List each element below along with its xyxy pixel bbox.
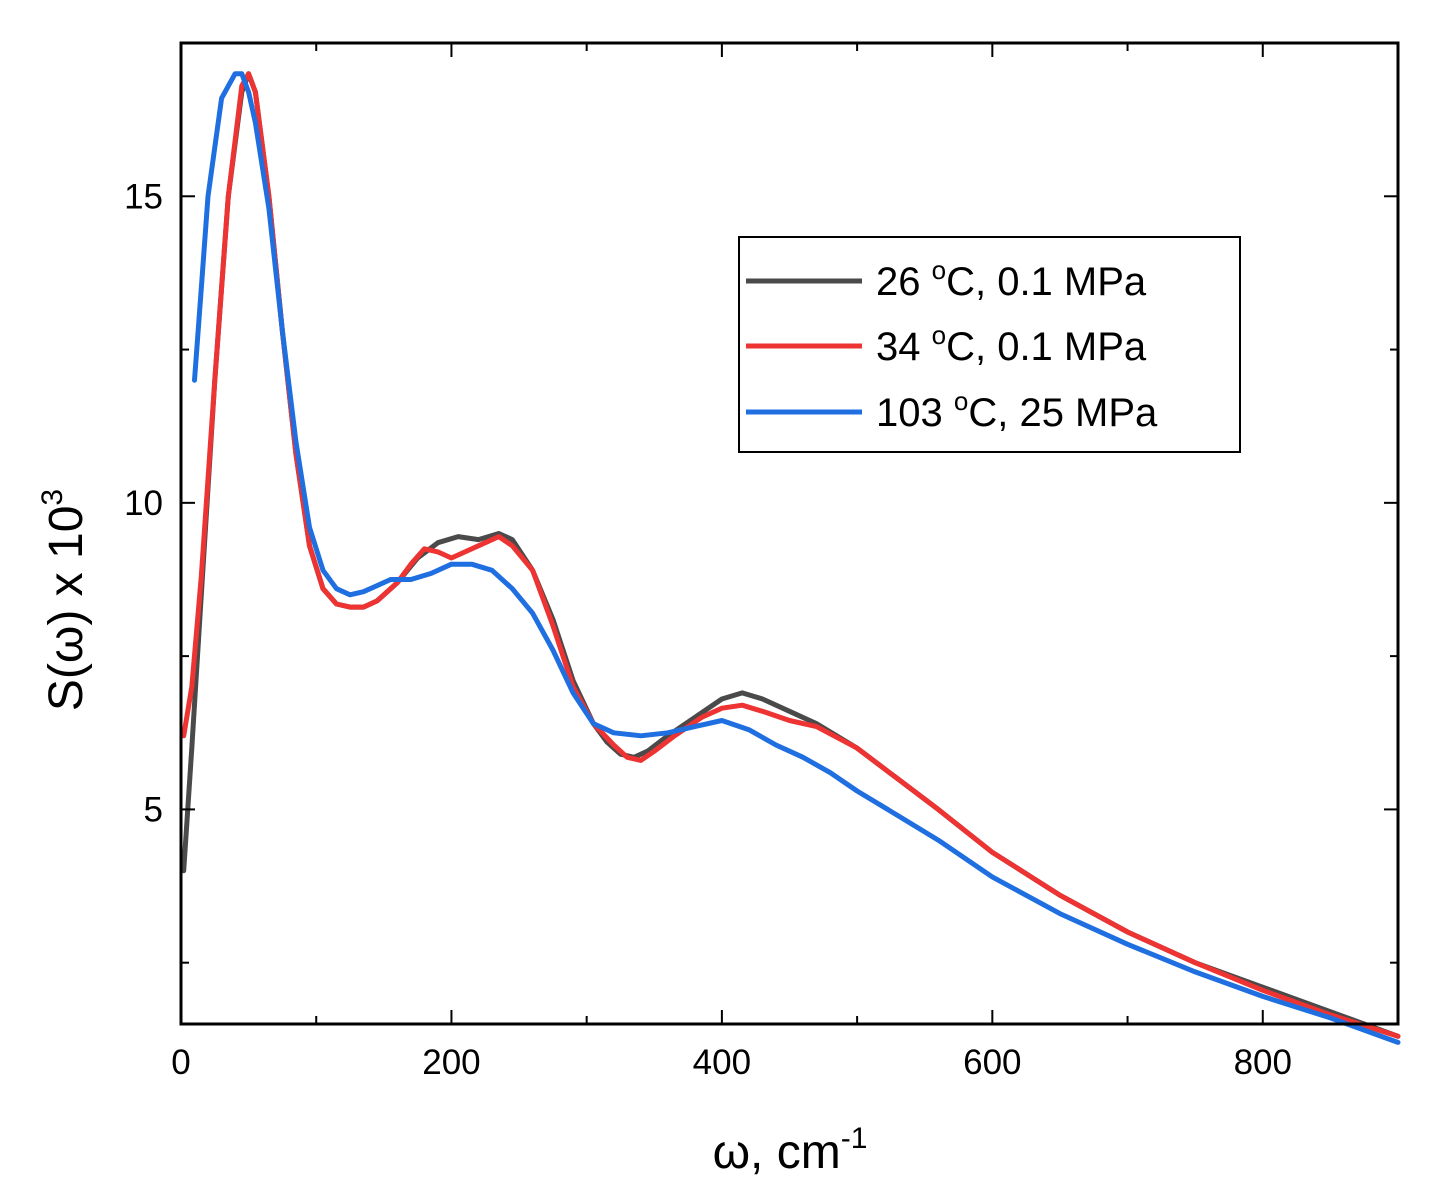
legend-label-superscript: o [954,386,968,416]
x-tick-label: 400 [693,1043,751,1082]
series-layer [181,71,1401,1045]
x-tick-label: 200 [422,1043,480,1082]
y-axis-title: S(ω) x 103 [36,489,93,711]
x-axis-title-main: ω, cm [713,1126,841,1179]
legend-label-2: 103 oC, 25 MPa [876,386,1158,435]
ticks-layer: 0 200 400 600 800 5 10 15 [124,43,1398,1082]
series-line-2 [192,71,1401,1045]
legend-label-0: 26 oC, 0.1 MPa [876,255,1147,304]
legend-label-rest: C, 0.1 MPa [946,260,1147,304]
legend-label-rest: C, 25 MPa [968,391,1158,435]
legend-label-rest: C, 0.1 MPa [946,325,1147,369]
y-tick-label: 15 [124,177,163,216]
legend-label-main: 34 [876,325,932,369]
legend-label-superscript: o [932,320,946,350]
y-tick-label: 10 [124,484,163,523]
x-axis-title: ω, cm-1 [713,1122,868,1179]
y-axis-title-main: S(ω) x 10 [40,506,93,712]
legend-label-main: 26 [876,260,932,304]
y-axis-title-superscript: 3 [36,489,69,506]
legend-label-main: 103 [876,391,954,435]
x-tick-label: 0 [171,1043,190,1082]
series-line-0 [181,71,1401,1039]
y-tick-label: 5 [144,790,163,829]
x-axis-title-superscript: -1 [841,1122,868,1155]
legend-label-superscript: o [932,255,946,285]
legend-label-1: 34 oC, 0.1 MPa [876,320,1147,369]
series-line-1 [181,71,1401,1039]
x-tick-label: 800 [1234,1043,1292,1082]
x-tick-label: 600 [963,1043,1021,1082]
plot-frame [179,41,1400,1026]
